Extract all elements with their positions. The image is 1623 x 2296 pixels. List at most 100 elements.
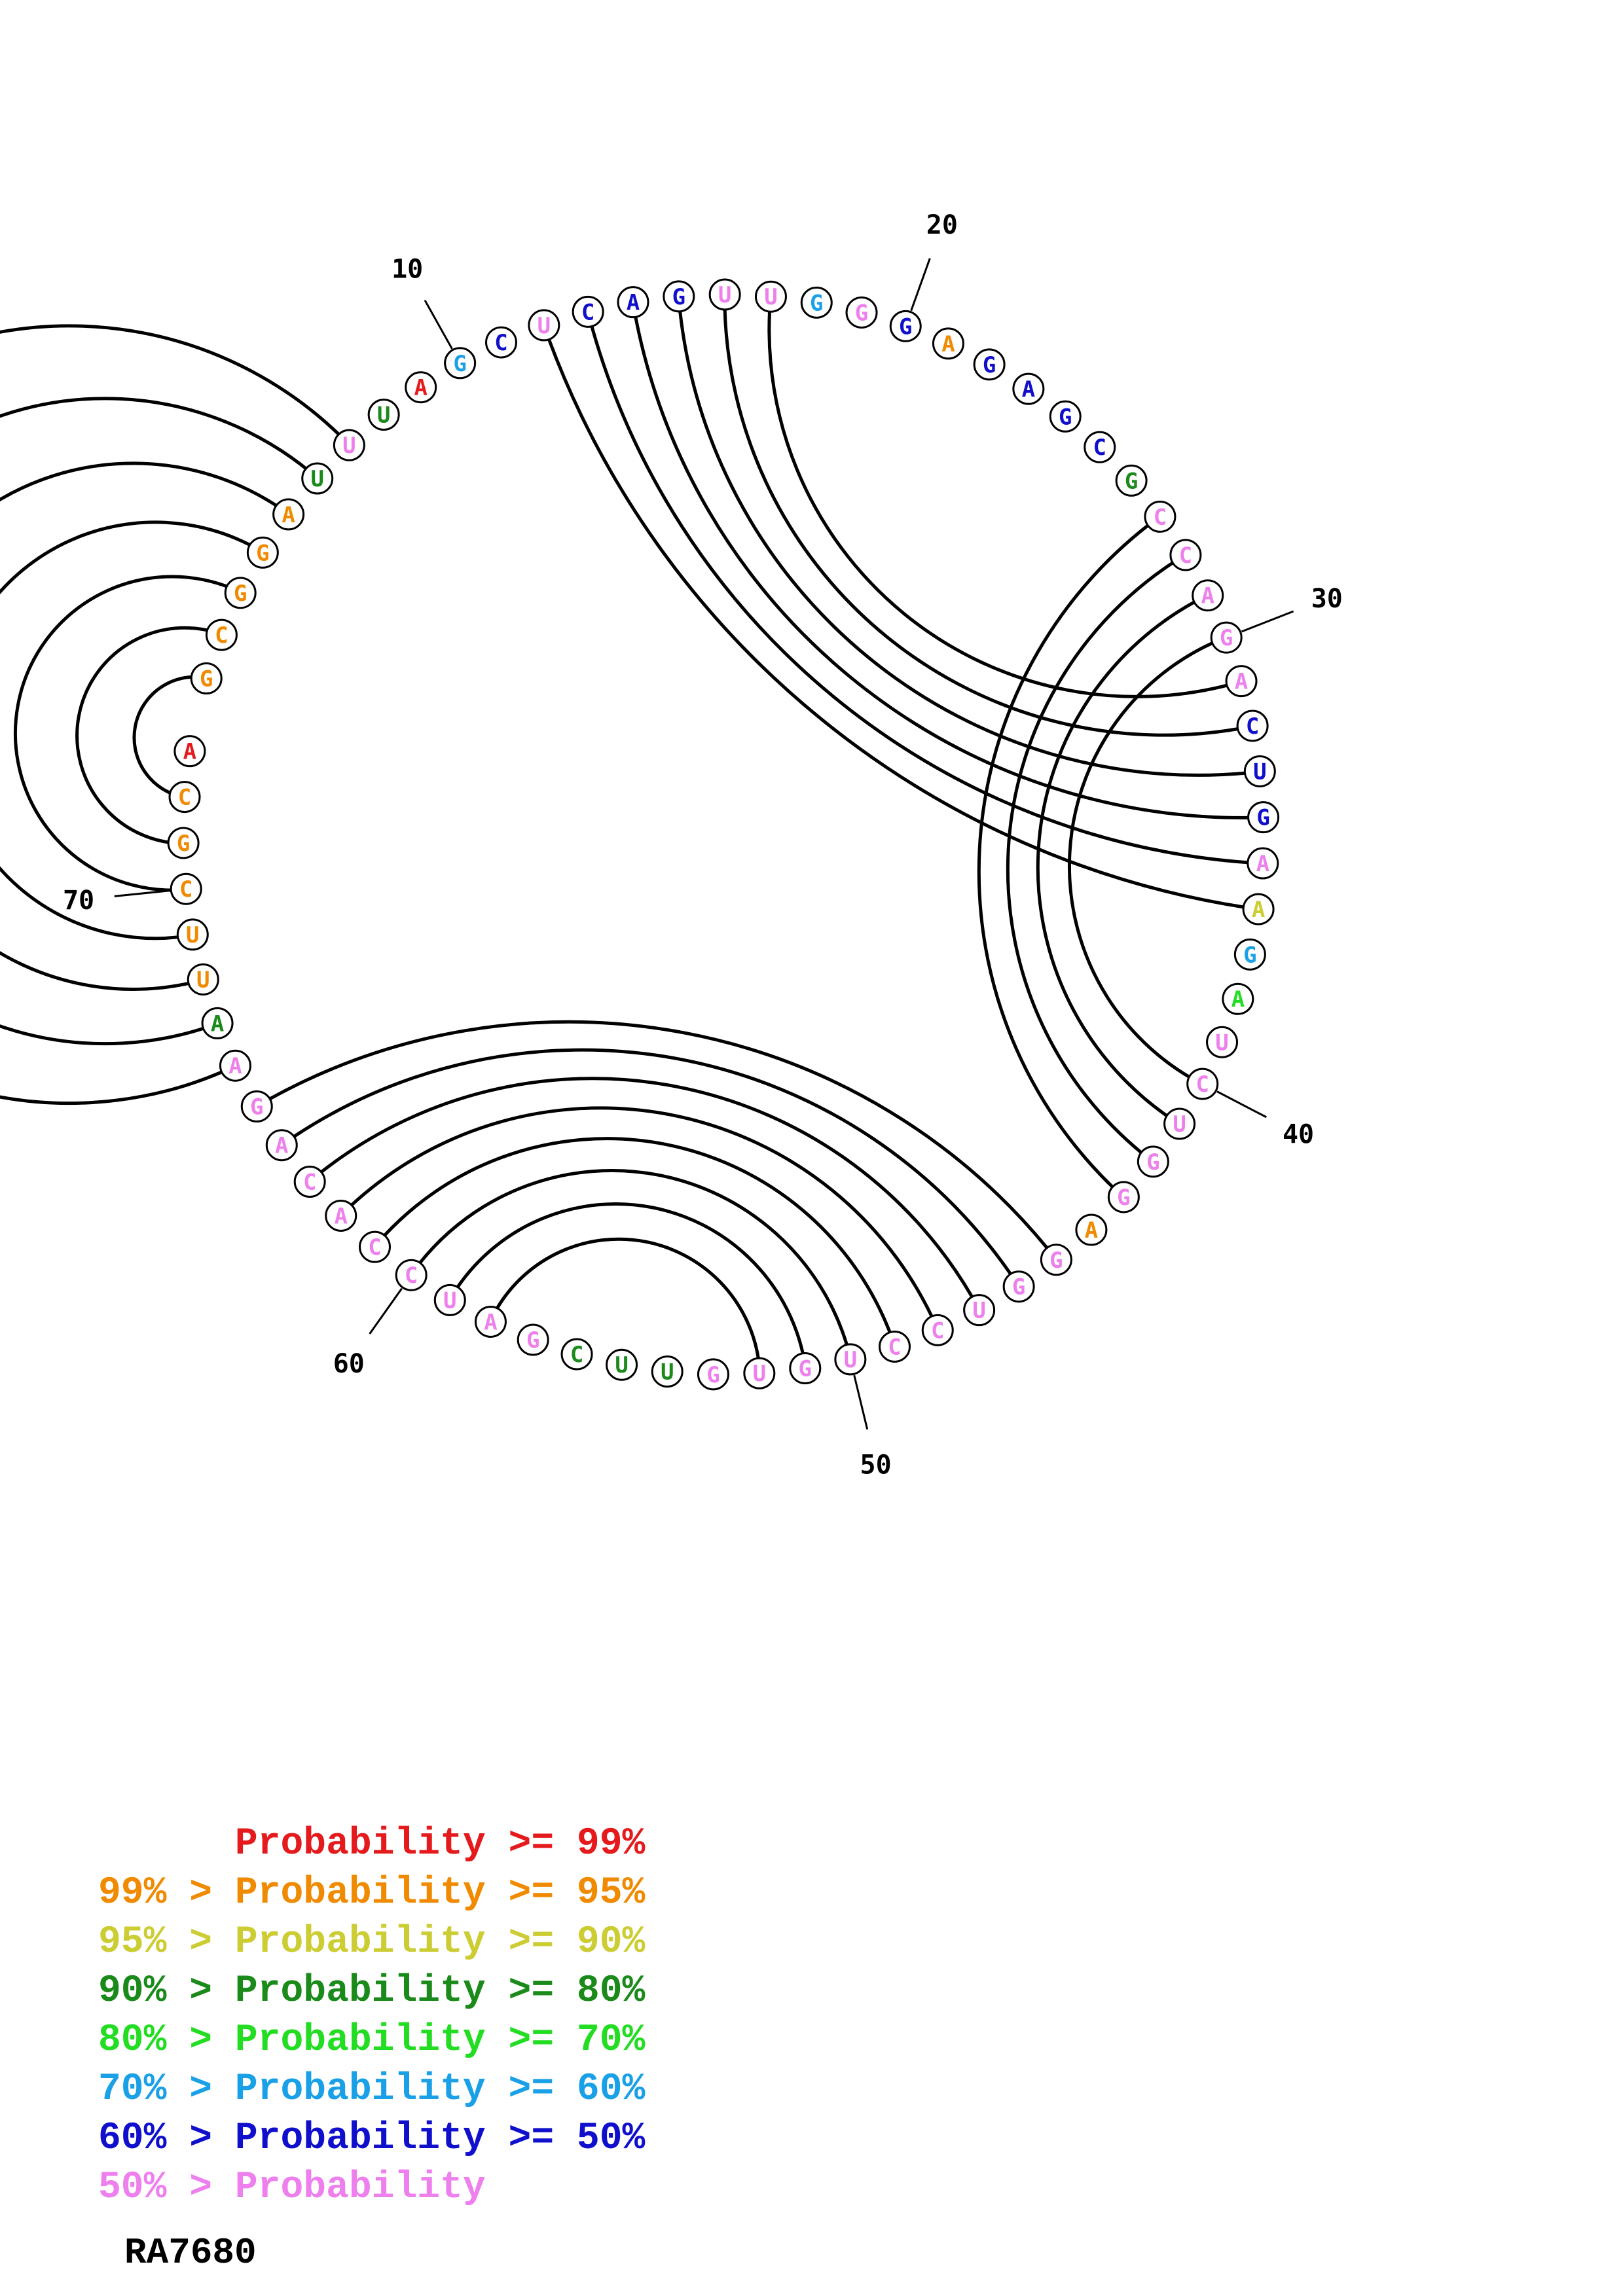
legend-row-3: 95% > Probability >= 90% bbox=[98, 1918, 645, 1967]
nucleotide-55: U bbox=[606, 1348, 638, 1381]
nucleotide-53: G bbox=[697, 1358, 729, 1391]
nucleotide-letter: G bbox=[234, 581, 247, 607]
legend-prefix: 80% > bbox=[98, 2019, 235, 2062]
nucleotide-50: U bbox=[834, 1343, 867, 1376]
nucleotide-letter: C bbox=[931, 1318, 944, 1344]
nucleotide-45: G bbox=[1040, 1244, 1072, 1276]
position-tick-60 bbox=[369, 1287, 403, 1335]
nucleotide-54: U bbox=[651, 1355, 684, 1388]
nucleotide-62: A bbox=[325, 1199, 357, 1232]
nucleotide-64: A bbox=[265, 1129, 298, 1162]
nucleotide-circle bbox=[405, 371, 437, 404]
legend-prefix: 95% > bbox=[98, 1921, 235, 1964]
nucleotide-letter: C bbox=[1246, 713, 1259, 740]
nucleotide-circle bbox=[1115, 464, 1148, 497]
base-pair-arc-13-35 bbox=[590, 325, 1249, 865]
nucleotide-circle bbox=[1222, 982, 1254, 1015]
nucleotide-circle bbox=[170, 872, 202, 905]
legend-prefix: 50% > bbox=[98, 2166, 235, 2209]
legend-label: Probability >= 70% bbox=[234, 2019, 646, 2062]
base-pair-arc-27-43 bbox=[977, 524, 1149, 1189]
nucleotide-39: U bbox=[1206, 1026, 1239, 1058]
nucleotide-circle bbox=[1206, 1026, 1239, 1058]
nucleotide-letter: G bbox=[1117, 1185, 1130, 1211]
nucleotide-letter: C bbox=[303, 1170, 316, 1196]
nucleotide-2: C bbox=[205, 619, 238, 651]
nucleotide-31: A bbox=[1225, 665, 1258, 698]
nucleotide-letter: U bbox=[718, 282, 731, 308]
nucleotide-10: G bbox=[444, 347, 477, 380]
nucleotide-letter: A bbox=[183, 739, 196, 765]
nucleotide-circle bbox=[1012, 372, 1045, 405]
nucleotide-circle bbox=[754, 280, 787, 313]
position-ticks: 10 20 30 40 50 60 70 bbox=[63, 210, 1343, 1480]
nucleotide-47: U bbox=[963, 1294, 996, 1327]
nucleotide-circle bbox=[272, 498, 305, 531]
nucleotide-circle bbox=[651, 1355, 684, 1388]
base-pair-arc-14-34 bbox=[634, 316, 1249, 819]
nucleotide-12: U bbox=[528, 309, 560, 342]
nucleotide-letter: A bbox=[282, 502, 295, 528]
nucleotide-circle bbox=[517, 1323, 549, 1356]
nucleotide-circle bbox=[1242, 893, 1275, 925]
nucleotide-letter: G bbox=[706, 1362, 720, 1388]
nucleotide-circle bbox=[932, 327, 964, 360]
nucleotide-circle bbox=[1107, 1181, 1140, 1213]
legend-label: Probability bbox=[234, 2166, 486, 2209]
nucleotide-circle bbox=[1225, 665, 1258, 698]
nucleotide-circle bbox=[224, 577, 257, 609]
nucleotide-27: C bbox=[1144, 500, 1176, 533]
nucleotide-letter: A bbox=[414, 375, 427, 401]
nucleotide-1: G bbox=[190, 662, 223, 695]
nucleotide-letter: G bbox=[799, 1356, 812, 1382]
legend-row-8: 50% > Probability bbox=[98, 2163, 645, 2212]
base-pair-arc-29-41 bbox=[1036, 600, 1195, 1117]
nucleotide-circle bbox=[1049, 400, 1082, 433]
nucleotide-letter: U bbox=[310, 466, 323, 492]
position-label-30: 30 bbox=[1311, 584, 1343, 614]
nucleotide-circle bbox=[1040, 1244, 1072, 1276]
nucleotide-49: C bbox=[879, 1330, 911, 1363]
base-pair-arc-52-58 bbox=[496, 1237, 760, 1359]
nucleotide-letter: A bbox=[1085, 1217, 1098, 1244]
nucleotide-circle bbox=[889, 310, 922, 342]
nucleotide-circle bbox=[1137, 1145, 1169, 1178]
legend-prefix: 90% > bbox=[98, 1970, 235, 2013]
nucleotide-letter: A bbox=[484, 1309, 497, 1335]
nucleotide-letter: C bbox=[1154, 504, 1167, 530]
legend-label: Probability >= 95% bbox=[234, 1872, 646, 1914]
legend-row-7: 60% > Probability >= 50% bbox=[98, 2114, 645, 2163]
nucleotide-letter: A bbox=[1201, 583, 1214, 609]
position-tick-20 bbox=[910, 258, 931, 312]
base-pair-arc-2-71 bbox=[75, 626, 236, 846]
nucleotide-8: U bbox=[367, 399, 400, 431]
nucleotide-letter: G bbox=[256, 540, 269, 566]
nucleotide-circle bbox=[973, 348, 1006, 381]
nucleotide-circle bbox=[800, 286, 833, 319]
position-label-20: 20 bbox=[926, 210, 958, 240]
position-tick-50 bbox=[853, 1374, 869, 1430]
position-tick-70 bbox=[114, 889, 170, 897]
nucleotide-52: U bbox=[743, 1357, 776, 1390]
nucleotide-circle bbox=[219, 1049, 251, 1082]
nucleotide-24: G bbox=[1049, 400, 1082, 433]
base-pair-arc-49-61 bbox=[383, 1137, 892, 1333]
nucleotide-26: G bbox=[1115, 464, 1148, 497]
nucleotide-letter: G bbox=[1146, 1149, 1159, 1175]
position-tick-30 bbox=[1241, 610, 1294, 633]
probability-legend: Probability >= 99% 99% > Probability >= 9… bbox=[98, 1820, 645, 2212]
nucleotide-63: C bbox=[293, 1166, 326, 1198]
nucleotide-letter: C bbox=[178, 785, 191, 811]
nucleotide-circle bbox=[176, 918, 209, 951]
nucleotide-letter: G bbox=[250, 1094, 263, 1120]
nucleotide-letter: A bbox=[334, 1203, 347, 1229]
nucleotide-circle bbox=[325, 1199, 357, 1232]
nucleotide-letter: U bbox=[377, 403, 390, 429]
nucleotide-circle bbox=[1233, 938, 1266, 971]
nucleotide-letter: C bbox=[405, 1263, 418, 1289]
nucleotide-19: G bbox=[845, 296, 878, 329]
nucleotide-67: A bbox=[201, 1007, 234, 1039]
base-pair-arc-30-40 bbox=[1067, 641, 1213, 1079]
nucleotide-letter: A bbox=[627, 290, 640, 316]
